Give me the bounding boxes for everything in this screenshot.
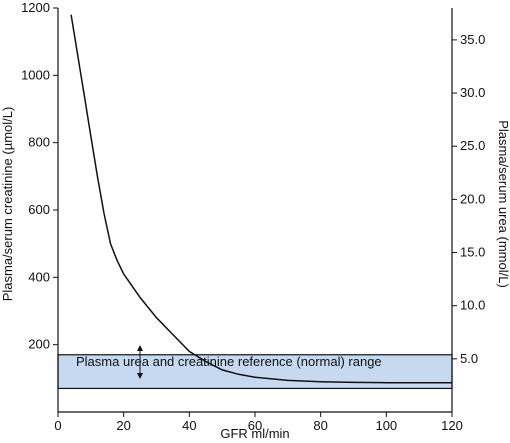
y-right-tick-label: 5.0	[460, 351, 478, 366]
band-arrow-up	[137, 345, 143, 351]
y-right-axis-title: Plasma/serum urea (mmol/L)	[496, 120, 510, 288]
y-left-tick-label: 600	[28, 202, 50, 217]
y-left-tick-label: 400	[28, 269, 50, 284]
y-right-tick-label: 15.0	[460, 245, 485, 260]
y-left-tick-label: 1200	[21, 0, 50, 15]
x-tick-label: 80	[313, 418, 327, 433]
y-right-tick-label: 30.0	[460, 85, 485, 100]
band-arrow-down	[137, 373, 143, 379]
y-left-axis-ticks: 200 400 600 800 1000 1200	[21, 0, 58, 352]
y-right-tick-label: 35.0	[460, 32, 485, 47]
y-left-axis-title: Plasma/serum creatinine (µmol/L)	[0, 107, 15, 302]
y-left-tick-label: 1000	[21, 67, 50, 82]
x-tick-label: 20	[116, 418, 130, 433]
y-right-tick-label: 10.0	[460, 298, 485, 313]
reference-band-label: Plasma urea and creatinine reference (no…	[76, 354, 382, 369]
x-axis-title: GFR ml/min	[220, 426, 289, 441]
y-right-tick-label: 25.0	[460, 138, 485, 153]
x-tick-label: 100	[375, 418, 397, 433]
x-tick-label: 60	[248, 418, 262, 433]
y-left-tick-label: 200	[28, 337, 50, 352]
y-right-axis-ticks: 5.0 10.0 15.0 20.0 25.0 30.0 35.0	[452, 32, 485, 366]
x-tick-label: 0	[54, 418, 61, 433]
x-axis-ticks: 0 20 40 60 80 100 120	[54, 412, 463, 433]
y-right-tick-label: 20.0	[460, 191, 485, 206]
creatinine-gfr-curve	[70, 14, 452, 384]
y-left-tick-label: 800	[28, 135, 50, 150]
x-tick-label: 40	[182, 418, 196, 433]
x-tick-label: 120	[441, 418, 463, 433]
